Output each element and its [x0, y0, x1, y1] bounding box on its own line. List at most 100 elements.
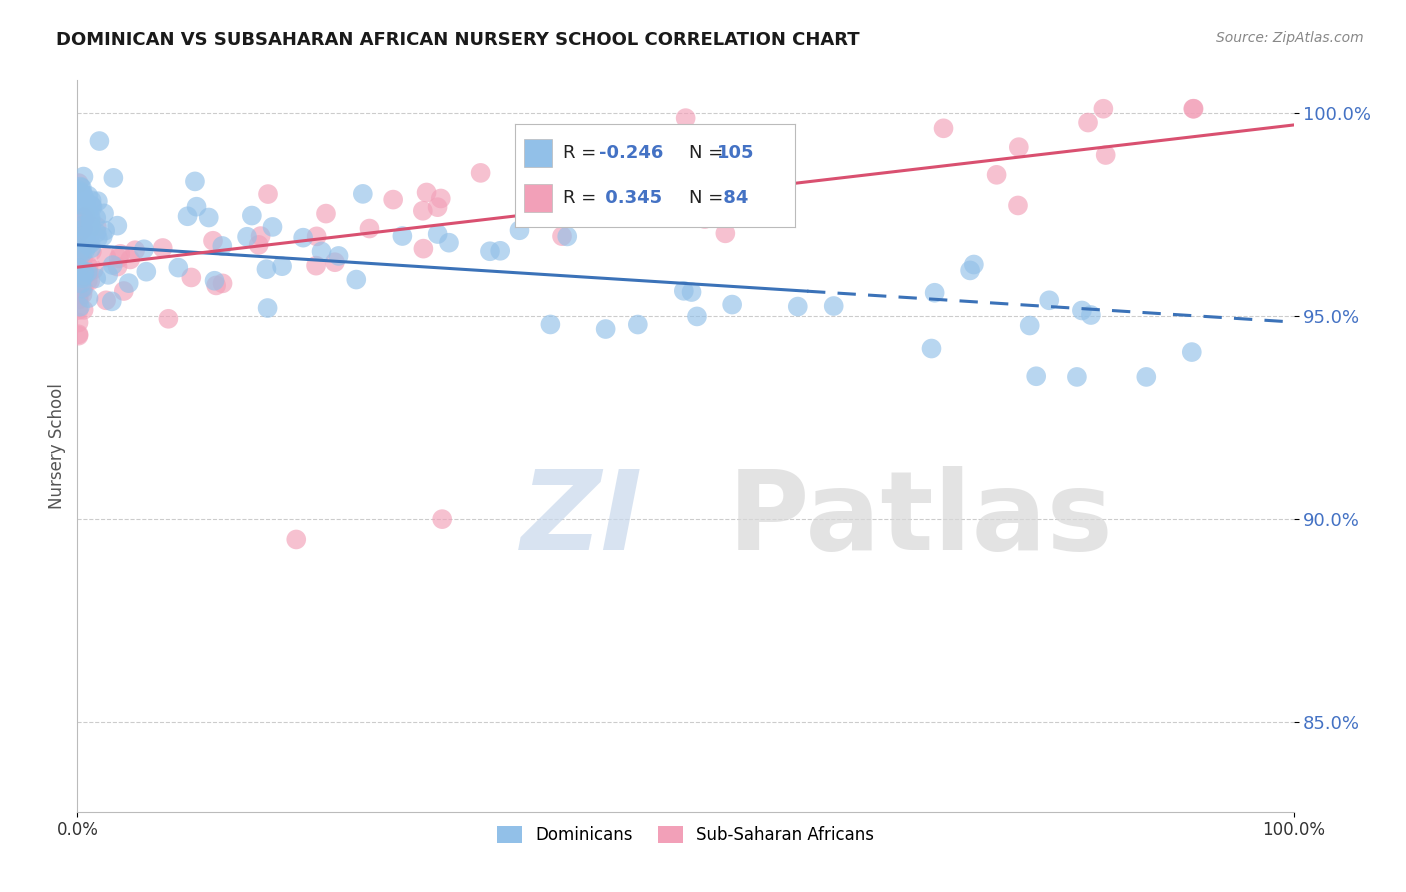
- Point: [478, 244, 501, 259]
- Point: [70, 272, 93, 286]
- Point: [72, 221, 94, 235]
- Point: [932, 121, 955, 136]
- Point: [67, 185, 90, 199]
- Point: [70, 243, 93, 257]
- Point: [693, 212, 716, 227]
- Point: [489, 244, 512, 258]
- Point: [75, 265, 97, 279]
- Point: [76, 265, 98, 279]
- Point: [89, 134, 111, 148]
- Point: [184, 174, 207, 188]
- Point: [352, 186, 374, 201]
- Point: [107, 260, 129, 274]
- Point: [292, 230, 315, 244]
- Point: [204, 274, 226, 288]
- Point: [72, 211, 94, 225]
- Point: [167, 260, 190, 275]
- Point: [70, 247, 93, 261]
- Point: [80, 213, 103, 227]
- Point: [412, 203, 434, 218]
- Point: [67, 190, 90, 204]
- Point: [69, 219, 91, 233]
- Point: [72, 186, 94, 201]
- Point: [157, 311, 180, 326]
- Point: [118, 276, 141, 290]
- Point: [257, 187, 280, 202]
- Point: [72, 271, 94, 285]
- Point: [176, 209, 198, 223]
- Point: [686, 310, 709, 324]
- Point: [67, 279, 90, 293]
- Point: [72, 281, 94, 295]
- Point: [285, 533, 308, 547]
- Point: [94, 293, 117, 308]
- Point: [430, 512, 453, 526]
- Point: [70, 281, 93, 295]
- Point: [70, 181, 93, 195]
- Point: [67, 247, 90, 261]
- Point: [69, 300, 91, 314]
- Point: [254, 262, 277, 277]
- Point: [508, 223, 530, 237]
- Point: [72, 235, 94, 249]
- Point: [84, 271, 107, 285]
- Point: [75, 209, 97, 223]
- Point: [132, 242, 155, 256]
- Point: [87, 231, 110, 245]
- Y-axis label: Nursery School: Nursery School: [48, 383, 66, 509]
- Point: [1181, 345, 1204, 359]
- Point: [67, 328, 90, 343]
- Point: [80, 219, 103, 233]
- Point: [305, 229, 328, 244]
- Point: [1018, 318, 1040, 333]
- Point: [470, 166, 492, 180]
- Point: [69, 179, 91, 194]
- Point: [124, 243, 146, 257]
- Point: [638, 193, 661, 207]
- Point: [72, 252, 94, 267]
- Point: [77, 265, 100, 279]
- Point: [75, 244, 97, 258]
- Point: [67, 258, 90, 272]
- Point: [67, 277, 90, 291]
- Point: [538, 318, 561, 332]
- Point: [75, 197, 97, 211]
- Point: [551, 229, 574, 244]
- Point: [315, 206, 337, 220]
- Point: [415, 186, 437, 200]
- Point: [211, 277, 233, 291]
- Point: [76, 204, 98, 219]
- Point: [412, 242, 434, 256]
- Point: [823, 299, 845, 313]
- Point: [986, 168, 1008, 182]
- Point: [91, 229, 114, 244]
- Point: [67, 240, 90, 254]
- Point: [67, 183, 90, 197]
- Point: [1094, 148, 1116, 162]
- Point: [83, 262, 105, 277]
- Point: [328, 249, 350, 263]
- Point: [67, 268, 90, 282]
- Point: [67, 217, 90, 231]
- Point: [675, 111, 697, 125]
- Point: [67, 194, 90, 209]
- Point: [80, 241, 103, 255]
- Point: [110, 247, 132, 261]
- Point: [1071, 303, 1094, 318]
- Point: [311, 244, 333, 259]
- Point: [359, 221, 381, 235]
- Legend: Dominicans, Sub-Saharan Africans: Dominicans, Sub-Saharan Africans: [491, 820, 880, 851]
- Point: [70, 260, 93, 275]
- Point: [1135, 370, 1157, 384]
- Point: [67, 229, 90, 244]
- Point: [67, 260, 90, 275]
- Point: [67, 286, 90, 301]
- Point: [67, 316, 90, 330]
- Point: [262, 219, 284, 234]
- Point: [693, 172, 716, 186]
- Point: [101, 294, 124, 309]
- Point: [714, 227, 737, 241]
- Point: [79, 274, 101, 288]
- Point: [963, 258, 986, 272]
- Point: [80, 198, 103, 212]
